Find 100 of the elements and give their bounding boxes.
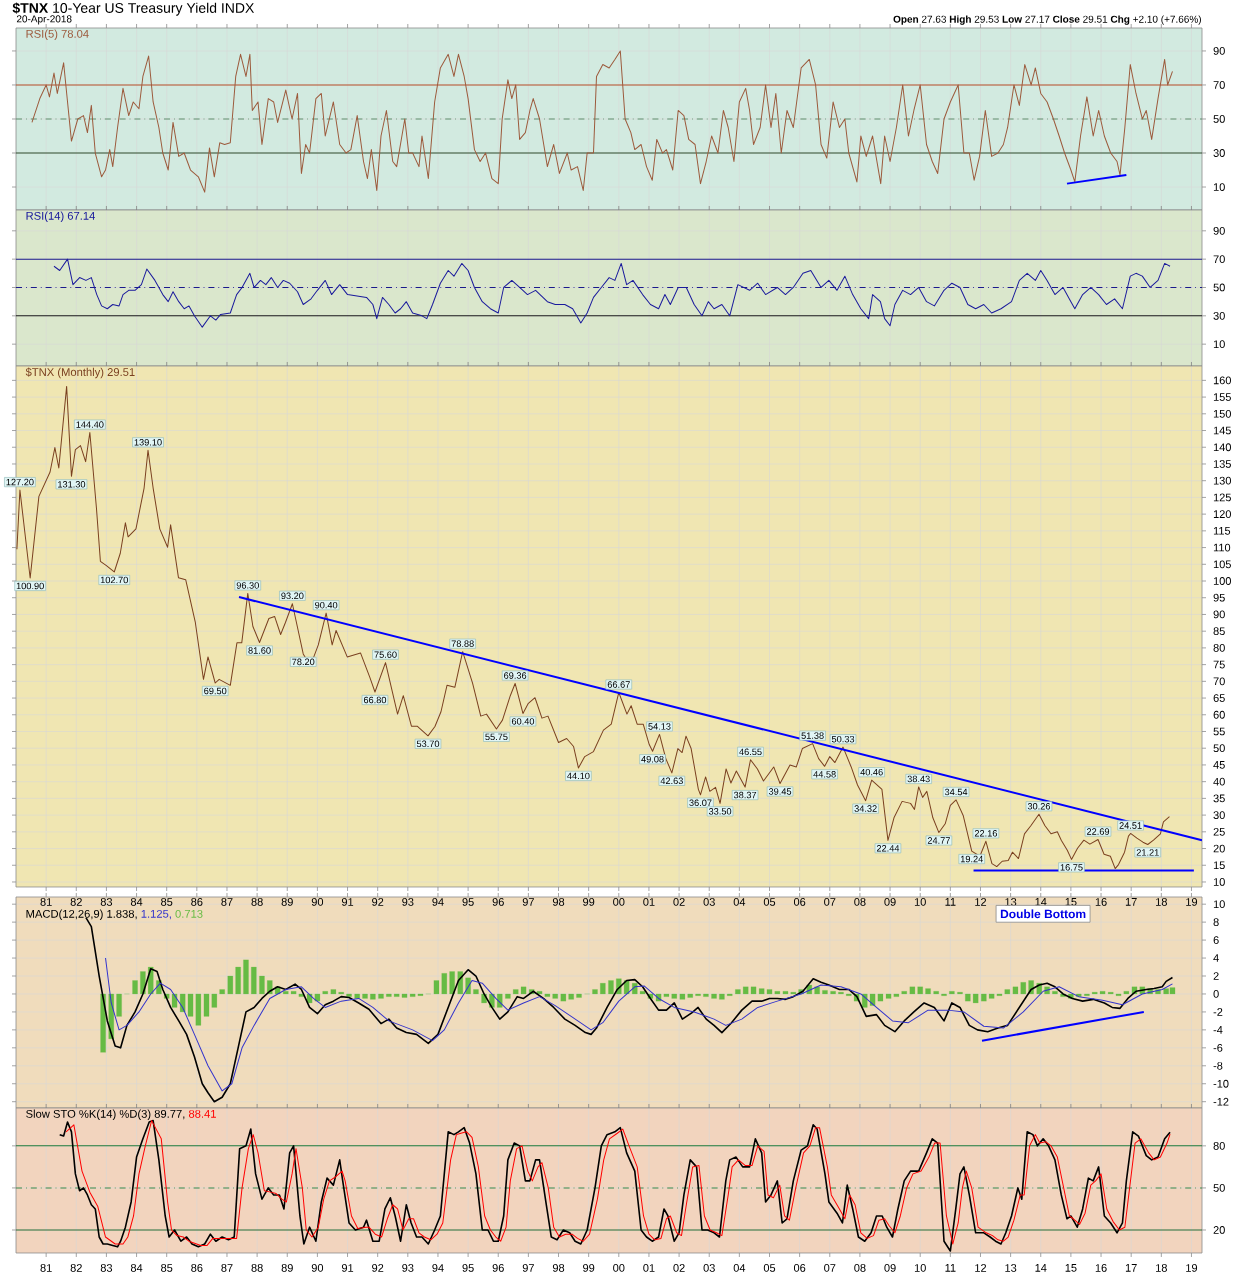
series-label: MACD(12,26,9) 1.838, xyxy=(26,909,137,921)
y-tick-label: 140 xyxy=(1213,443,1231,452)
annotation: 96.30 xyxy=(236,582,259,589)
x-tick-label: 10 xyxy=(914,898,926,906)
y-tick-label: 50 xyxy=(1213,115,1225,123)
y-tick-label: 100 xyxy=(1213,577,1231,585)
x-tick-label: 04 xyxy=(733,1264,746,1272)
annotation: 78.88 xyxy=(451,640,474,647)
y-tick-label: 115 xyxy=(1213,527,1231,535)
annotation: 38.43 xyxy=(907,775,930,783)
y-tick-label: 70 xyxy=(1213,255,1225,264)
y-tick-label: 50 xyxy=(1213,283,1225,292)
x-tick-label: 84 xyxy=(130,898,143,906)
x-tick-label: 90 xyxy=(311,898,324,906)
x-tick-label: 81 xyxy=(40,898,52,906)
annotation: 93.20 xyxy=(281,592,304,600)
text: 88.41 xyxy=(188,1109,216,1118)
y-tick-label: 10 xyxy=(1213,878,1225,886)
x-tick-label: 95 xyxy=(462,1264,474,1272)
x-tick-label: 09 xyxy=(884,898,896,906)
annotation: 69.50 xyxy=(204,687,227,695)
x-tick-label: 94 xyxy=(432,898,444,906)
y-tick-label: 55 xyxy=(1213,727,1225,736)
text: RSI(14) 67.14 xyxy=(26,211,95,223)
annotation: 53.70 xyxy=(416,740,440,748)
y-tick-label: 95 xyxy=(1213,593,1225,602)
y-tick-label: 90 xyxy=(1213,47,1225,55)
x-tick-label: 14 xyxy=(1035,898,1047,906)
x-tick-label: 84 xyxy=(130,1264,143,1272)
x-tick-label: 86 xyxy=(191,898,203,906)
x-tick-label: 12 xyxy=(975,898,987,906)
x-tick-label: 96 xyxy=(492,1264,504,1272)
x-tick-label: 99 xyxy=(583,898,595,906)
annotation: 66.80 xyxy=(363,696,387,704)
x-tick-label: 91 xyxy=(341,1264,354,1272)
annotation: 144.40 xyxy=(76,421,104,428)
x-tick-label: 19 xyxy=(1186,898,1198,906)
y-tick-label: 110 xyxy=(1213,543,1231,552)
series-label: $TNX (Monthly) 29.51 xyxy=(25,367,135,379)
annotation: 33.50 xyxy=(708,808,732,815)
annotation: 55.75 xyxy=(485,733,508,741)
x-tick-label: 13 xyxy=(1005,898,1017,906)
x-tick-label: 86 xyxy=(191,1264,203,1272)
x-tick-label: 07 xyxy=(824,898,836,906)
y-tick-label: 30 xyxy=(1213,811,1225,819)
x-tick-label: 90 xyxy=(311,1264,324,1272)
annotation: 34.32 xyxy=(854,805,877,812)
text: Open 27.63 High 29.53 Low 27.17 Close 29.51 Chg +2.10 (+7.66%) xyxy=(893,15,1201,25)
x-tick-label: 06 xyxy=(793,1264,806,1272)
y-tick-label: -12 xyxy=(1213,1097,1229,1106)
annotation: 42.63 xyxy=(660,777,683,785)
y-tick-label: 10 xyxy=(1213,340,1225,349)
annotation: 38.37 xyxy=(733,791,757,799)
y-tick-label: 85 xyxy=(1213,627,1225,636)
y-tick-label: 35 xyxy=(1213,794,1225,803)
x-tick-label: 91 xyxy=(341,898,354,906)
x-tick-label: 00 xyxy=(613,898,625,906)
y-tick-label: 150 xyxy=(1213,409,1231,418)
x-tick-label: 82 xyxy=(70,1264,82,1272)
annotation: 81.60 xyxy=(248,647,271,654)
y-tick-label: 90 xyxy=(1213,610,1225,619)
text: 0.713 xyxy=(175,909,203,918)
annotation: 39.45 xyxy=(768,788,792,795)
y-tick-label: -6 xyxy=(1213,1043,1223,1052)
annotation: 50.33 xyxy=(831,735,855,743)
x-tick-label: 95 xyxy=(462,898,474,906)
y-tick-label: 15 xyxy=(1213,861,1225,870)
y-tick-label: -10 xyxy=(1213,1079,1229,1088)
x-tick-label: 82 xyxy=(70,898,82,906)
x-tick-label: 96 xyxy=(492,898,504,906)
annotation: 22.16 xyxy=(974,830,997,837)
x-tick-label: 99 xyxy=(583,1264,595,1272)
x-tick-label: 02 xyxy=(673,898,685,906)
annotation: 46.55 xyxy=(739,748,762,756)
y-tick-label: 80 xyxy=(1213,643,1225,652)
annotation: 127.20 xyxy=(6,478,34,486)
y-tick-label: 8 xyxy=(1213,918,1219,927)
x-tick-label: 03 xyxy=(703,1264,715,1272)
annotation: 19.24 xyxy=(960,855,983,863)
annotation: 66.67 xyxy=(607,681,630,688)
x-tick-label: 81 xyxy=(40,1264,52,1272)
text: 1.125, xyxy=(141,909,171,920)
annotation: 30.26 xyxy=(1027,803,1051,810)
y-tick-label: 10 xyxy=(1213,183,1225,191)
x-tick-label: 16 xyxy=(1095,898,1107,906)
annotation: 24.77 xyxy=(927,837,950,844)
x-tick-label: 83 xyxy=(100,1264,113,1272)
y-tick-label: -4 xyxy=(1213,1026,1223,1034)
x-tick-label: 03 xyxy=(703,898,715,906)
x-tick-label: 89 xyxy=(281,1264,293,1272)
y-tick-label: 40 xyxy=(1213,777,1225,786)
x-tick-label: 17 xyxy=(1125,1264,1137,1272)
y-tick-label: 20 xyxy=(1213,1226,1225,1234)
y-tick-label: 0 xyxy=(1213,990,1219,998)
y-tick-label: 105 xyxy=(1213,560,1231,569)
annotation: 90.40 xyxy=(315,601,338,609)
x-tick-label: 92 xyxy=(372,898,384,906)
annotation: 40.46 xyxy=(860,768,883,776)
x-tick-label: 11 xyxy=(945,898,956,906)
x-tick-label: 01 xyxy=(643,1264,655,1272)
